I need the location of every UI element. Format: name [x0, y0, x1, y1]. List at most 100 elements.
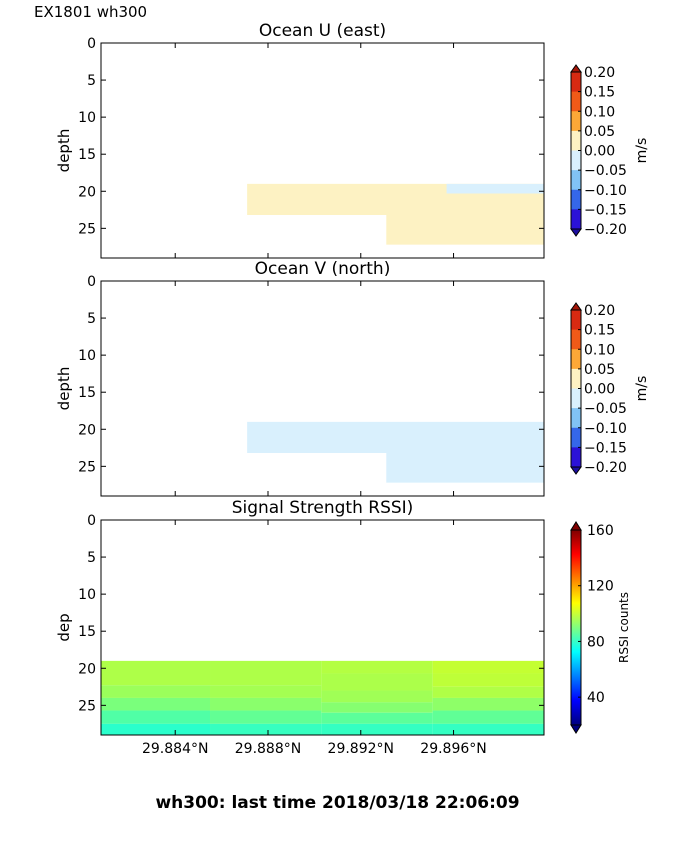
x-tick-label: 29.896°N — [420, 741, 486, 757]
colorbar-gradient — [571, 530, 581, 725]
colorbar-tick-label: −0.20 — [584, 222, 627, 238]
figure-footer-title: wh300: last time 2018/03/18 22:06:09 — [155, 793, 520, 813]
colorbar-level — [571, 329, 581, 350]
colorbar-extend-min — [570, 724, 582, 734]
y-tick-label: 25 — [78, 459, 96, 475]
y-tick-label: 10 — [78, 348, 96, 364]
colorbar-tick-label: 0.20 — [584, 65, 615, 81]
colorbar-tick-label: 0.00 — [584, 382, 615, 398]
y-tick-label: 0 — [87, 36, 96, 52]
colorbar: 160 120 80 40 RSSI counts — [570, 521, 631, 734]
colorbar-extend-max — [570, 64, 582, 73]
colorbar-level — [571, 408, 581, 429]
heatmap-cell — [432, 660, 544, 674]
heatmap-cell — [321, 712, 433, 724]
heatmap-cell — [210, 710, 322, 724]
colorbar-level — [571, 170, 581, 191]
colorbar-level — [571, 111, 581, 132]
colorbar-tick-label: 0.10 — [584, 104, 615, 120]
colorbar-label: RSSI counts — [617, 592, 631, 663]
y-tick-label: 5 — [87, 311, 96, 327]
colorbar-tick-label: −0.10 — [584, 183, 627, 199]
heatmap-cell — [432, 710, 544, 724]
y-tick-label: 20 — [78, 184, 96, 200]
chart-title: Ocean V (north) — [255, 259, 391, 279]
y-tick-label: 0 — [87, 274, 96, 290]
heatmap-cell — [321, 660, 433, 674]
y-axis-label: depth — [55, 129, 73, 173]
colorbar-tick-label: 0.10 — [584, 342, 615, 358]
y-tick-label: 25 — [78, 698, 96, 714]
heatmap-cell — [101, 697, 211, 711]
y-tick-label: 20 — [78, 422, 96, 438]
y-tick-label: 25 — [78, 221, 96, 237]
colorbar-tick-label: −0.05 — [584, 401, 627, 417]
chart-title: Ocean U (east) — [259, 21, 386, 41]
colorbar-level — [571, 209, 581, 230]
colorbar-tick-label: 120 — [587, 579, 614, 595]
colorbar-tick-label: −0.10 — [584, 421, 627, 437]
colorbar-tick-label: 0.05 — [584, 362, 615, 378]
colorbar-label: m/s — [634, 376, 650, 402]
colorbar-tick-label: 0.05 — [584, 124, 615, 140]
colorbar-tick-label: −0.15 — [584, 202, 627, 218]
colorbar-tick-label: 0.00 — [584, 144, 615, 160]
colorbar-level — [571, 91, 581, 112]
heatmap-cell — [321, 690, 433, 703]
heatmap-cell — [210, 685, 322, 698]
y-tick-label: 10 — [78, 110, 96, 126]
figure-header-label: EX1801 wh300 — [34, 3, 148, 21]
colorbar-level — [571, 368, 581, 389]
colorbar-tick-label: 80 — [587, 634, 605, 650]
heatmap-cell — [101, 660, 211, 686]
heatmap-cell — [101, 710, 211, 724]
y-tick-label: 15 — [78, 624, 96, 640]
y-tick-label: 0 — [87, 513, 96, 529]
colorbar-extend-max — [570, 521, 582, 531]
y-tick-label: 15 — [78, 385, 96, 401]
colorbar-extend-min — [570, 228, 582, 237]
colorbar-frame — [570, 529, 582, 726]
heatmap-cell — [432, 697, 544, 711]
colorbar-level — [571, 427, 581, 448]
colorbar: 0.20 0.15 0.10 0.05 0.00 −0.05 −0.10 −0.15 −0.20… — [570, 302, 650, 476]
colorbar-level — [571, 447, 581, 468]
colorbar-tick-label: −0.20 — [584, 460, 627, 476]
colorbar-level — [571, 130, 581, 151]
heatmap-cell — [321, 673, 433, 691]
x-tick-label: 29.892°N — [328, 741, 394, 757]
chart-panel-1: Ocean U (east) 0 5 10 15 20 25 depth 0.20 0.15 0.1… — [55, 21, 650, 259]
colorbar-level — [571, 310, 581, 331]
heatmap-cell — [101, 685, 211, 698]
y-tick-label: 15 — [78, 147, 96, 163]
plot-frame — [100, 42, 545, 259]
chart-panel-2: Ocean V (north)0510152025depth0.200.150.… — [55, 259, 650, 497]
colorbar-tick-label: 0.15 — [584, 85, 615, 101]
chart-panel-3: Signal Strength RSSI) 0 5 10 15 20 25 dep 29.884… — [55, 498, 631, 757]
heatmap-cell — [432, 686, 544, 698]
heatmap-cell — [386, 215, 544, 245]
colorbar-label: m/s — [634, 138, 650, 164]
heatmap-cell — [386, 453, 544, 483]
colorbar-level — [571, 150, 581, 171]
colorbar-tick-label: 40 — [587, 690, 605, 706]
colorbar-level — [571, 388, 581, 409]
colorbar-tick-label: 160 — [587, 523, 614, 539]
heatmap-cell — [432, 673, 544, 687]
heatmap-cell — [321, 723, 433, 735]
chart-title: Signal Strength RSSI) — [232, 498, 414, 518]
y-tick-label: 10 — [78, 587, 96, 603]
colorbar-level — [571, 72, 581, 93]
heatmap-cell — [446, 183, 544, 194]
y-tick-label: 5 — [87, 73, 96, 89]
y-axis-label: depth — [55, 367, 73, 411]
heatmap-cell — [210, 723, 322, 735]
y-tick-label: 5 — [87, 550, 96, 566]
heatmap-cell — [247, 421, 544, 453]
heatmap-cell — [210, 697, 322, 711]
heatmap-cell — [210, 660, 322, 686]
plot-frame — [100, 519, 545, 736]
colorbar-tick-label: 0.20 — [584, 303, 615, 319]
colorbar-tick-label: −0.05 — [584, 163, 627, 179]
